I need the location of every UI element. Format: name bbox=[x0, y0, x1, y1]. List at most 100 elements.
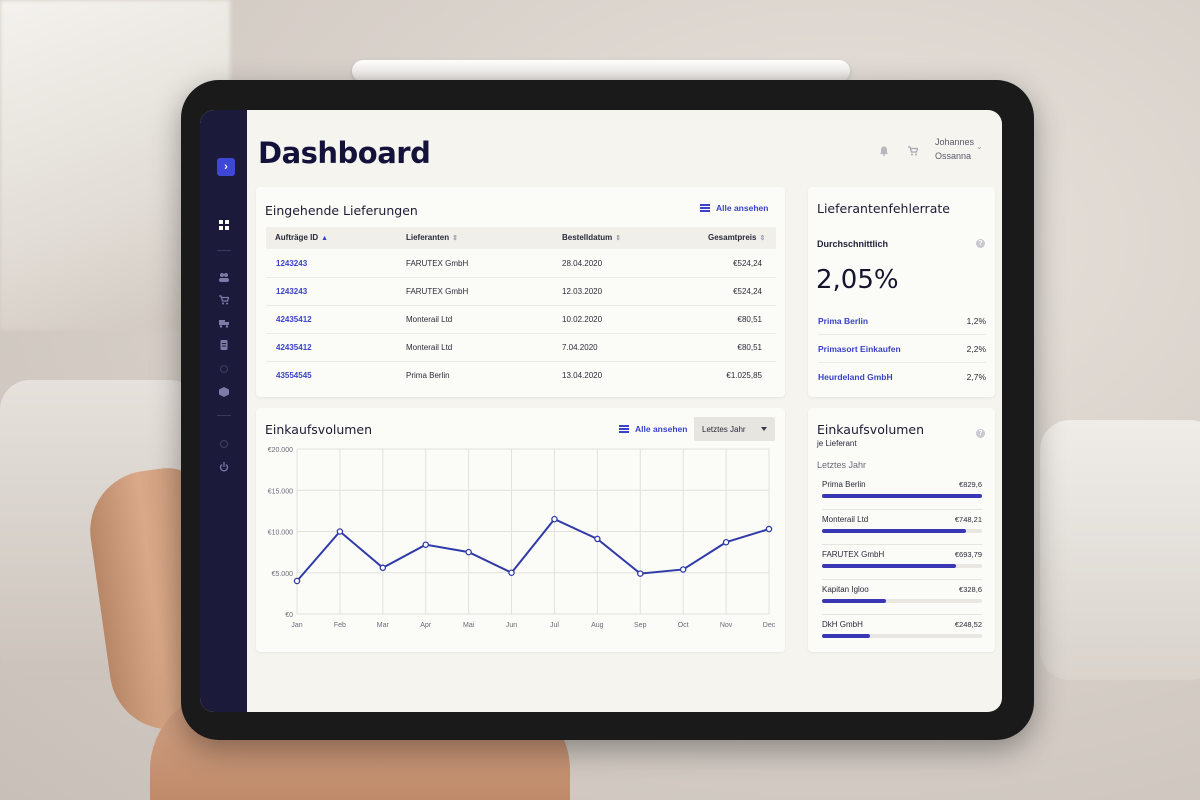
sidebar: › bbox=[200, 110, 247, 712]
volume-view-all-link[interactable]: Alle ansehen bbox=[619, 424, 687, 434]
total-cell: €524,24 bbox=[733, 287, 762, 296]
data-point bbox=[465, 548, 472, 556]
page-title: Dashboard bbox=[258, 136, 431, 170]
column-header-total[interactable]: Gesamtpreis ⇕ bbox=[708, 233, 766, 242]
cart-icon[interactable] bbox=[908, 143, 919, 156]
caret-down-icon bbox=[761, 427, 767, 431]
average-error-rate: 2,05% bbox=[816, 265, 899, 295]
supplier-name: DkH GmbH bbox=[822, 620, 863, 629]
data-point bbox=[594, 535, 601, 543]
y-tick-label: €0 bbox=[285, 612, 293, 619]
list-item[interactable]: Primasort Einkaufen 2,2% bbox=[818, 335, 986, 363]
x-tick-label: Dec bbox=[763, 622, 776, 629]
data-point bbox=[336, 528, 344, 535]
table-row[interactable]: 43554545 Prima Berlin 13.04.2020 €1.025,… bbox=[266, 362, 776, 390]
volume-title: Einkaufsvolumen bbox=[265, 422, 373, 437]
column-header-date[interactable]: Bestelldatum ⇕ bbox=[562, 233, 622, 242]
settings-icon[interactable] bbox=[219, 439, 229, 449]
user-first-name: Johannes bbox=[935, 137, 975, 147]
supplier-error-rate: 1,2% bbox=[966, 316, 986, 326]
supplier-link[interactable]: Primasort Einkaufen bbox=[818, 344, 901, 354]
data-point bbox=[379, 564, 387, 572]
total-cell: €80,51 bbox=[737, 343, 762, 352]
supplier-cell: Prima Berlin bbox=[406, 371, 450, 380]
view-all-label: Alle ansehen bbox=[716, 203, 769, 213]
supplier-volume-card: Einkaufsvolumen je Lieferant ? Letztes J… bbox=[808, 408, 995, 652]
table-row[interactable]: 42435412 Monterail Ltd 10.02.2020 €80,51 bbox=[266, 306, 776, 334]
volume-bar-fill bbox=[822, 494, 982, 498]
data-point bbox=[637, 570, 644, 577]
supplier-link[interactable]: Heurdeland GmbH bbox=[818, 372, 893, 382]
x-tick-label: Nov bbox=[720, 622, 733, 629]
column-header-id[interactable]: Aufträge ID ▲ bbox=[275, 233, 329, 242]
y-tick-label: €20.000 bbox=[268, 447, 293, 454]
sort-icon: ⇕ bbox=[759, 235, 766, 242]
y-tick-label: €10.000 bbox=[268, 530, 293, 537]
chevron-right-icon[interactable]: › bbox=[217, 158, 235, 176]
order-id-link[interactable]: 1243243 bbox=[276, 287, 308, 296]
data-point bbox=[508, 569, 515, 576]
user-name[interactable]: Johannes Ossanna bbox=[935, 135, 974, 163]
sort-icon: ⇕ bbox=[452, 235, 458, 242]
volume-bar-fill bbox=[822, 634, 870, 638]
table-row[interactable]: 1243243 FARUTEX GmbH 28.04.2020 €524,24 bbox=[266, 250, 776, 278]
supplier-link[interactable]: Prima Berlin bbox=[818, 316, 869, 326]
supplier-cell: Monterail Ltd bbox=[406, 343, 453, 352]
x-tick-label: Feb bbox=[334, 622, 346, 629]
sidebar-divider bbox=[217, 250, 231, 251]
x-tick-label: Oct bbox=[678, 622, 689, 629]
help-icon[interactable]: ? bbox=[976, 239, 985, 248]
user-last-name: Ossanna bbox=[935, 151, 972, 161]
order-id-link[interactable]: 43554545 bbox=[276, 371, 312, 380]
volume-bar-fill bbox=[822, 529, 966, 533]
series-line bbox=[296, 517, 770, 582]
x-tick-label: Mai bbox=[463, 622, 475, 629]
supplier-volume-value: €328,6 bbox=[959, 585, 982, 594]
box-icon[interactable] bbox=[219, 387, 229, 397]
supplier-volume-value: €693,79 bbox=[954, 550, 982, 559]
data-point bbox=[765, 525, 773, 533]
supplier-volume-value: €829,6 bbox=[959, 480, 982, 489]
supplier-name: Monterail Ltd bbox=[822, 515, 869, 524]
date-cell: 7.04.2020 bbox=[562, 343, 598, 352]
date-cell: 28.04.2020 bbox=[562, 259, 603, 268]
order-id-link[interactable]: 42435412 bbox=[276, 315, 312, 324]
period-select[interactable]: Letztes Jahr bbox=[694, 417, 775, 441]
dashboard-icon[interactable] bbox=[219, 220, 229, 230]
bell-icon[interactable] bbox=[879, 143, 889, 156]
supplier-name: Prima Berlin bbox=[822, 480, 866, 489]
total-cell: €1.025,85 bbox=[726, 371, 762, 380]
users-icon[interactable] bbox=[219, 272, 229, 282]
data-point bbox=[722, 538, 730, 546]
circle-icon[interactable] bbox=[219, 364, 229, 374]
supplier-volume-title: Einkaufsvolumen bbox=[817, 422, 925, 437]
truck-icon[interactable] bbox=[219, 318, 229, 328]
supplier-error-rate: 2,2% bbox=[966, 344, 986, 354]
view-all-label: Alle ansehen bbox=[635, 424, 688, 434]
cart-icon[interactable] bbox=[219, 295, 229, 305]
x-tick-label: Jul bbox=[550, 622, 559, 629]
list-icon bbox=[700, 204, 710, 212]
supplier-name: Kapitan Igloo bbox=[822, 585, 869, 594]
deliveries-card: Eingehende Lieferungen Alle ansehen Auft… bbox=[256, 187, 785, 397]
help-icon[interactable]: ? bbox=[976, 429, 985, 438]
volume-bar-track bbox=[822, 634, 982, 638]
supplier-cell: FARUTEX GmbH bbox=[406, 287, 469, 296]
power-icon[interactable] bbox=[219, 462, 229, 472]
x-tick-label: Jun bbox=[506, 622, 517, 629]
row-divider bbox=[822, 579, 982, 580]
background-cushion bbox=[1040, 420, 1200, 680]
sort-icon: ▲ bbox=[321, 235, 329, 242]
order-id-link[interactable]: 42435412 bbox=[276, 343, 312, 352]
table-row[interactable]: 42435412 Monterail Ltd 7.04.2020 €80,51 bbox=[266, 334, 776, 362]
table-row[interactable]: 1243243 FARUTEX GmbH 12.03.2020 €524,24 bbox=[266, 278, 776, 306]
order-id-link[interactable]: 1243243 bbox=[276, 259, 308, 268]
list-item[interactable]: Prima Berlin 1,2% bbox=[818, 307, 986, 335]
chevron-down-icon[interactable]: ⌄ bbox=[976, 142, 983, 151]
deliveries-view-all-link[interactable]: Alle ansehen bbox=[700, 203, 768, 213]
document-icon[interactable] bbox=[219, 340, 229, 350]
list-item[interactable]: Heurdeland GmbH 2,7% bbox=[818, 363, 986, 391]
supplier-volume-value: €748,21 bbox=[954, 515, 982, 524]
total-cell: €80,51 bbox=[737, 315, 762, 324]
column-header-supplier[interactable]: Lieferanten ⇕ bbox=[406, 233, 458, 242]
